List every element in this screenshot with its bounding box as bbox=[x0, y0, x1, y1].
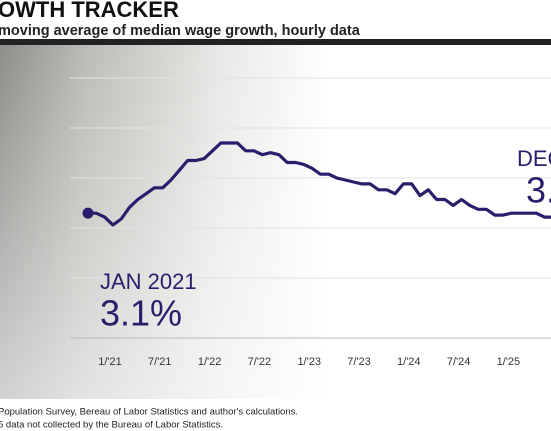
annotation-value: 3. bbox=[526, 170, 551, 211]
annotation-value: 3.1% bbox=[100, 293, 182, 334]
chart-title: OWTH TRACKER bbox=[0, 0, 179, 22]
x-tick-label: 1/'22 bbox=[198, 356, 222, 368]
start-marker bbox=[82, 207, 94, 219]
background-fade bbox=[0, 44, 551, 399]
x-tick-label: 7/'22 bbox=[248, 356, 272, 368]
x-tick-label: 7/'23 bbox=[347, 356, 371, 368]
x-tick-label: 1/'23 bbox=[297, 356, 321, 368]
grid bbox=[70, 77, 551, 279]
chart-subtitle: moving average of median wage growth, ho… bbox=[0, 23, 361, 39]
x-tick-label: 1/'24 bbox=[397, 356, 421, 368]
header-bg bbox=[0, 0, 551, 44]
annotation-date: JAN 2021 bbox=[100, 269, 197, 294]
data-line bbox=[88, 141, 551, 227]
x-tick-label: 7/'21 bbox=[148, 356, 172, 368]
x-tick-label: 7/'24 bbox=[447, 356, 471, 368]
x-tick-label: 1/'25 bbox=[497, 356, 521, 368]
annotation-date: DEC bbox=[517, 146, 551, 171]
x-tick-label: 1/'21 bbox=[98, 356, 122, 368]
source-note: 5 data not collected by the Bureau of La… bbox=[0, 420, 223, 431]
source-note: Population Survey, Bereau of Labor Stati… bbox=[0, 407, 298, 418]
header-rule bbox=[0, 39, 551, 45]
